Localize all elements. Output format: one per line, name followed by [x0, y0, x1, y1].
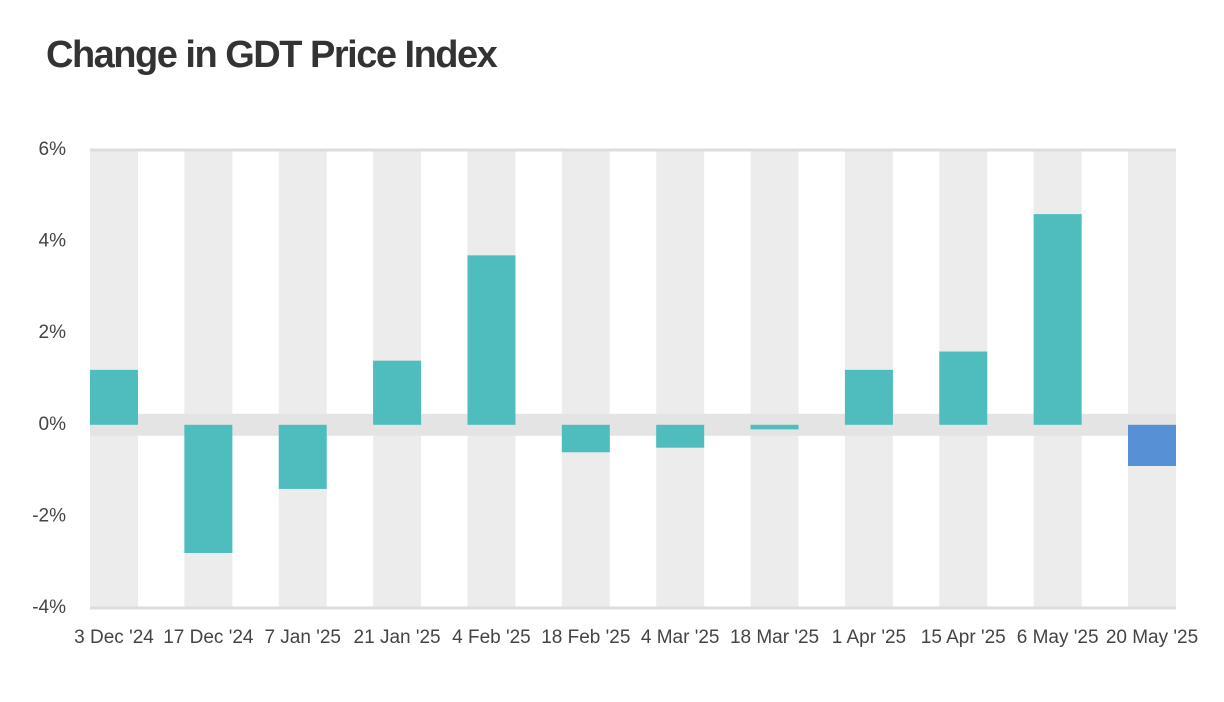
x-tick-label: 1 Apr '25: [832, 627, 906, 648]
bar: [90, 369, 138, 425]
y-tick-label: 4%: [39, 231, 67, 252]
y-tick-label: 2%: [39, 322, 67, 343]
x-tick-label: 18 Feb '25: [541, 627, 630, 648]
y-tick-label: 0%: [39, 414, 67, 435]
y-tick-label: 6%: [39, 139, 67, 160]
x-tick-label: 3 Dec '24: [74, 627, 154, 648]
x-tick-label: 21 Jan '25: [354, 627, 441, 648]
bar: [656, 424, 705, 448]
bar: [844, 369, 893, 425]
y-tick-label: -4%: [32, 597, 66, 618]
y-tick-label: -2%: [32, 505, 66, 526]
column-band: [750, 150, 799, 608]
column-band: [1128, 150, 1176, 608]
x-tick-label: 15 Apr '25: [921, 627, 1006, 648]
column-band: [278, 150, 327, 608]
bar: [561, 424, 610, 453]
bar: [1033, 214, 1082, 425]
x-tick-label: 4 Mar '25: [641, 627, 720, 648]
zero-band: [90, 413, 1176, 436]
chart-title: Change in GDT Price Index: [46, 34, 498, 76]
x-tick-label: 4 Feb '25: [452, 627, 531, 648]
bar: [467, 255, 516, 425]
bar: [278, 424, 327, 489]
bar: [1128, 424, 1176, 467]
x-tick-label: 18 Mar '25: [730, 627, 819, 648]
x-tick-label: 17 Dec '24: [163, 627, 254, 648]
column-band: [561, 150, 610, 608]
column-band: [656, 150, 705, 608]
x-tick-label: 7 Jan '25: [264, 627, 341, 648]
bar: [750, 424, 799, 430]
x-tick-label: 20 May '25: [1106, 627, 1198, 648]
bar: [184, 424, 233, 554]
bar: [939, 351, 988, 425]
bar: [373, 360, 422, 425]
x-tick-label: 6 May '25: [1017, 627, 1099, 648]
